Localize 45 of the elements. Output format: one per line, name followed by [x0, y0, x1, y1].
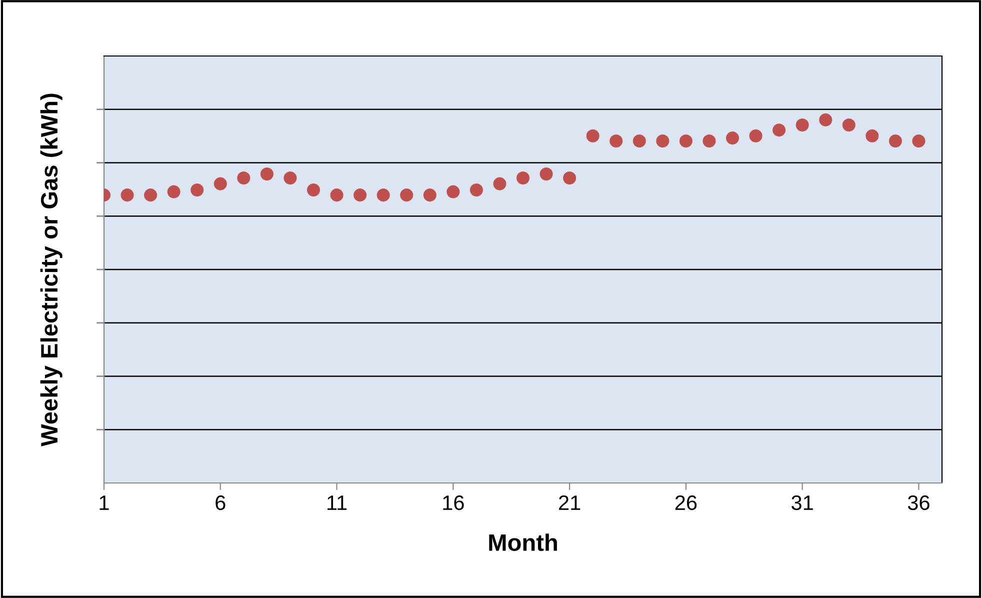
point: [563, 171, 576, 185]
point: [842, 118, 856, 132]
point: [702, 134, 716, 148]
point: [866, 129, 879, 142]
point: [446, 185, 460, 198]
point: [540, 168, 553, 181]
point: [888, 134, 902, 148]
point: [586, 129, 600, 142]
x-axis-title: Month: [489, 534, 557, 552]
point: [656, 134, 670, 148]
x-tick-label: 26: [675, 495, 697, 510]
point: [470, 183, 483, 196]
x-tick-label: 16: [443, 495, 464, 510]
point: [749, 129, 762, 142]
point: [306, 183, 320, 196]
point: [167, 185, 180, 198]
point: [819, 113, 832, 126]
point: [423, 188, 436, 202]
y-axis-title: Weekly Electricity or Gas (kWh): [40, 94, 62, 446]
point: [260, 168, 274, 181]
point: [284, 171, 297, 185]
point: [214, 177, 227, 190]
point: [772, 124, 786, 137]
point: [610, 134, 623, 148]
point: [190, 183, 204, 196]
x-tick-label: 21: [559, 495, 580, 510]
point: [376, 188, 390, 202]
point: [493, 177, 506, 190]
point: [632, 134, 646, 148]
point: [400, 188, 414, 202]
point: [796, 118, 809, 132]
point: [120, 188, 134, 202]
point: [726, 132, 740, 145]
point: [330, 188, 344, 202]
x-tick-label: 11: [328, 496, 347, 510]
point: [912, 134, 926, 148]
x-tick-label: 6: [216, 495, 226, 510]
point: [144, 188, 158, 202]
point: [516, 171, 530, 185]
x-tick-label: 31: [792, 495, 813, 510]
point: [237, 171, 250, 185]
point: [679, 134, 692, 148]
point: [354, 188, 367, 202]
x-tick-label: 1: [100, 496, 109, 510]
x-tick-label: 36: [908, 495, 930, 510]
